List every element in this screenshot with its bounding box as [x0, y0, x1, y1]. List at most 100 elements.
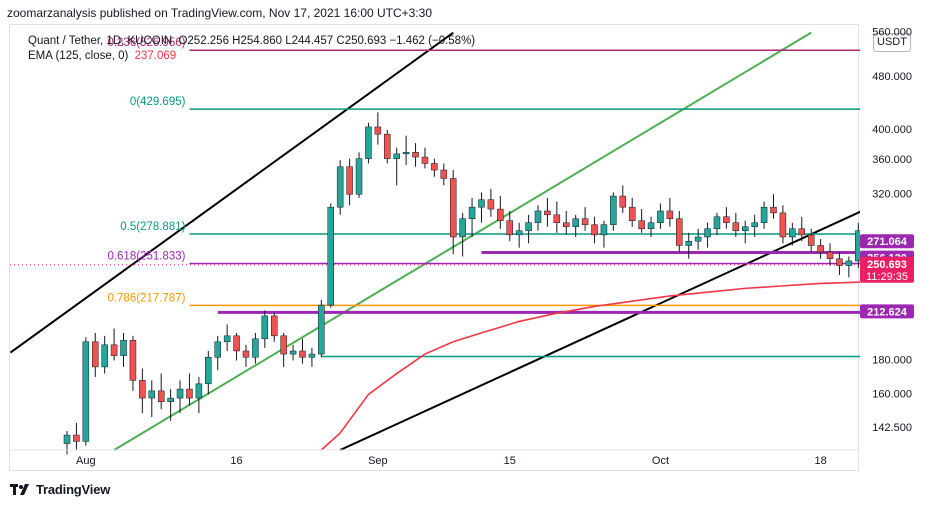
candle-75: [770, 194, 777, 219]
candle-31: [355, 152, 363, 198]
chart-frame[interactable]: 0.236(526.956) 0(429.695) 0.5(278.881) 0.61…: [9, 24, 860, 472]
candle-body: [374, 126, 382, 135]
candle-57: [600, 220, 608, 248]
candle-body: [807, 234, 815, 246]
ohlc-values: O252.256 H254.860 L244.457 C250.693 −1.4…: [178, 35, 476, 47]
candle-body: [120, 340, 127, 356]
chart-canvas[interactable]: 0.236(526.956) 0(429.695) 0.5(278.881) 0.61…: [10, 25, 860, 472]
currency-selector[interactable]: USDT: [873, 33, 911, 52]
candle-80: [817, 239, 824, 259]
candle-60: [628, 197, 636, 227]
fib-level-label-4: 0.786(217.787): [107, 292, 185, 304]
candle-40: [440, 163, 448, 186]
price-tick-label: 160.000: [872, 388, 912, 400]
tradingview-wordmark: TradingView: [36, 482, 111, 497]
candle-body: [836, 258, 843, 266]
candle-body: [308, 353, 316, 358]
candle-17: [223, 324, 231, 351]
candle-74: [760, 201, 768, 229]
candle-body: [101, 344, 108, 368]
time-axis-label: 16: [230, 455, 242, 467]
candle-body: [318, 304, 325, 355]
channel-line-1: [339, 210, 860, 451]
candle-47: [506, 210, 513, 242]
candle-body: [73, 434, 80, 442]
time-axis-label: 18: [814, 455, 826, 467]
candle-42: [459, 212, 466, 257]
candle-32: [365, 122, 372, 164]
published-by-text: zoomarzanalysis published on TradingView…: [7, 6, 433, 20]
price-tag-label: 212.624: [867, 306, 908, 318]
price-tick-label: 360.000: [872, 154, 912, 166]
candle-19: [242, 344, 250, 367]
price-tag-3: [860, 304, 914, 319]
candle-body: [855, 230, 860, 262]
candle-77: [789, 222, 796, 246]
candle-body: [468, 206, 476, 219]
candle-body: [534, 210, 542, 223]
candle-4: [101, 335, 108, 374]
candle-12: [176, 380, 184, 414]
candle-69: [713, 212, 721, 235]
candle-body: [704, 228, 711, 238]
candle-body: [657, 210, 664, 223]
candle-15: [205, 350, 212, 395]
candle-body: [741, 226, 749, 232]
candle-body: [506, 220, 513, 236]
plot-area: 0.236(526.956) 0(429.695) 0.5(278.881) 0.61…: [10, 31, 860, 455]
candle-body: [628, 206, 636, 221]
candle-body: [421, 156, 429, 164]
candle-27: [318, 299, 325, 358]
candle-body: [544, 210, 551, 216]
candle-61: [638, 209, 645, 233]
candle-64: [666, 197, 674, 227]
candle-body: [789, 228, 796, 238]
candle-body: [515, 230, 523, 236]
tradingview-logo[interactable]: TradingView: [10, 482, 110, 497]
candle-56: [591, 216, 598, 244]
candle-body: [139, 380, 146, 399]
candle-45: [487, 188, 495, 217]
candle-8: [139, 368, 146, 414]
price-tick-label: 142.500: [872, 422, 912, 434]
candle-body: [610, 195, 617, 225]
candle-79: [807, 228, 815, 253]
candle-28: [327, 203, 335, 308]
candle-body: [92, 341, 99, 368]
candle-body: [402, 152, 410, 155]
candle-18: [233, 332, 240, 361]
candle-13: [186, 373, 193, 406]
time-axis-label: Oct: [652, 455, 669, 467]
candle-body: [223, 335, 231, 343]
candle-54: [572, 214, 579, 237]
candle-5: [110, 328, 118, 361]
candle-body: [525, 222, 532, 232]
candle-46: [497, 196, 504, 229]
candle-34: [384, 129, 391, 164]
candle-22: [270, 313, 278, 342]
candle-1: [73, 422, 80, 450]
candle-20: [252, 332, 259, 364]
candle-50: [534, 205, 542, 231]
candle-39: [431, 158, 438, 177]
candle-body: [817, 245, 824, 253]
price-tick-label: 180.000: [872, 354, 912, 366]
candle-55: [581, 207, 589, 231]
candle-body: [478, 199, 485, 208]
candle-67: [694, 228, 702, 250]
candle-48: [515, 222, 523, 248]
candle-body: [666, 210, 674, 219]
candle-body: [176, 388, 184, 399]
candle-65: [676, 210, 683, 253]
candle-41: [449, 170, 457, 255]
candle-26: [308, 347, 316, 367]
candle-body: [779, 212, 787, 238]
price-tag-label: 271.064: [867, 236, 908, 248]
candle-29: [336, 160, 344, 215]
candle-3: [92, 332, 99, 377]
candle-2: [82, 337, 90, 446]
legend-symbol: Quant / Tether, 1D, KUCOIN O252.256 H254…: [28, 35, 478, 47]
candle-30: [346, 158, 353, 206]
time-axis-label: Aug: [76, 455, 96, 467]
candle-49: [525, 214, 532, 244]
